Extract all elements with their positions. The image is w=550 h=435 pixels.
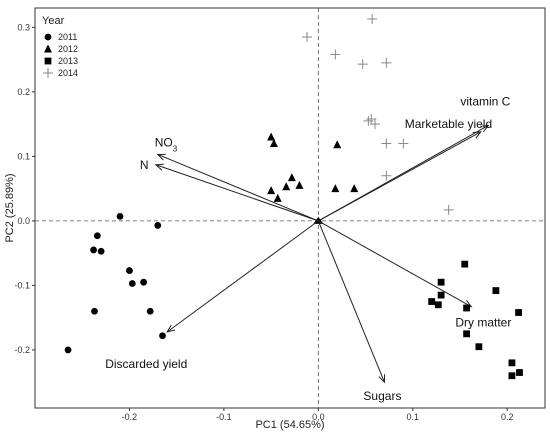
- x-tick-label: 0.2: [501, 412, 514, 422]
- point-2012: [273, 193, 282, 202]
- loading-arrowhead: [156, 153, 166, 161]
- point-2012: [295, 180, 304, 189]
- point-2012: [350, 184, 359, 193]
- point-2014: [302, 32, 312, 43]
- x-tick-label: -0.1: [216, 412, 232, 422]
- x-tick-label: 0.1: [407, 412, 420, 422]
- point-2014: [357, 59, 368, 70]
- point-2014: [381, 138, 392, 149]
- point-2011: [126, 267, 133, 274]
- point-2012: [331, 184, 340, 193]
- point-2014: [366, 113, 377, 124]
- loading-arrowhead: [166, 324, 176, 333]
- point-2013: [515, 309, 522, 316]
- x-axis-title: PC1 (54.65%): [255, 419, 324, 431]
- point-2014: [370, 119, 380, 130]
- point-2013: [516, 369, 523, 376]
- y-tick-label: 0.1: [17, 151, 30, 161]
- loading-label: vitamin C: [460, 94, 510, 108]
- axis-ticks: -0.2 -0.1 0.0 0.1 0.2 -0.2 -0.1 0.0 0.1 0.2 0.3: [14, 22, 513, 422]
- loading-arrow: [166, 220, 319, 333]
- legend-label-2014: 2014: [58, 68, 78, 78]
- loading-arrow: [318, 131, 482, 222]
- point-2011: [140, 278, 148, 286]
- point-2011: [128, 280, 136, 287]
- legend-marker-2012: [44, 44, 52, 53]
- point-2011: [91, 307, 98, 315]
- loading-arrows: vitamin C Marketable yield NO3 N Discarded y…: [105, 94, 511, 403]
- point-2011: [159, 332, 166, 340]
- legend-marker-2014: [43, 68, 53, 78]
- loading-label: NO3: [155, 135, 178, 153]
- loading-arrowhead: [378, 374, 386, 384]
- point-2012: [287, 173, 296, 182]
- legend: Year 2011 2012 2013 2014: [42, 15, 78, 78]
- loading-label: Discarded yield: [105, 357, 187, 371]
- point-2012: [282, 182, 291, 191]
- x-tick-label: 0.0: [312, 412, 325, 422]
- legend-label-2011: 2011: [58, 32, 77, 42]
- loading-arrow: [155, 164, 319, 222]
- point-2013: [475, 343, 483, 351]
- legend-label-2013: 2013: [58, 56, 78, 66]
- point-2013: [508, 359, 516, 367]
- point-2013: [437, 291, 445, 299]
- loading-arrow: [157, 153, 319, 222]
- loading-arrowhead: [472, 131, 482, 139]
- point-2014: [381, 170, 392, 181]
- point-2013: [434, 301, 442, 309]
- point-2011: [90, 246, 97, 254]
- point-2011: [64, 346, 72, 354]
- loading-label: Dry matter: [455, 316, 511, 330]
- loading-arrow: [317, 220, 385, 383]
- point-2013: [428, 298, 436, 305]
- point-2014: [381, 57, 392, 68]
- y-tick-label: -0.2: [14, 345, 30, 355]
- point-2012: [333, 140, 342, 149]
- point-2012: [269, 138, 278, 147]
- point-2014: [367, 13, 378, 24]
- x-tick-label: -0.2: [122, 412, 138, 422]
- loading-arrowhead: [480, 124, 490, 133]
- point-2012: [267, 186, 276, 195]
- point-2012: [267, 132, 276, 141]
- point-2013: [461, 260, 469, 268]
- point-2013: [437, 278, 445, 286]
- legend-marker-2013: [44, 57, 52, 65]
- loading-arrowhead: [154, 163, 164, 171]
- loading-label: Marketable yield: [405, 117, 492, 131]
- y-axis-title: PC2 (25.89%): [4, 173, 16, 242]
- point-2014: [330, 49, 341, 60]
- legend-label-2012: 2012: [58, 44, 78, 54]
- legend-marker-2011: [44, 33, 52, 41]
- point-2013: [492, 287, 500, 294]
- y-tick-label: 0.3: [17, 22, 30, 32]
- point-2013: [508, 372, 516, 380]
- loading-label: N: [140, 158, 149, 172]
- point-2011: [146, 307, 154, 315]
- point-2013: [463, 304, 471, 312]
- legend-title: Year: [42, 15, 65, 27]
- plot-panel: [34, 7, 546, 409]
- point-2011: [97, 247, 105, 255]
- point-2011: [116, 212, 124, 220]
- loading-label: Sugars: [363, 389, 401, 403]
- point-2014: [398, 138, 409, 149]
- y-tick-label: -0.1: [14, 280, 30, 290]
- reference-lines: [35, 8, 545, 408]
- point-2011: [93, 232, 101, 240]
- point-2013: [463, 330, 471, 338]
- y-tick-label: 0.0: [17, 216, 30, 226]
- loading-arrow: [318, 220, 472, 308]
- score-points: [64, 13, 523, 380]
- point-2011: [154, 222, 162, 229]
- y-tick-label: 0.2: [17, 87, 30, 97]
- point-2014: [443, 204, 454, 215]
